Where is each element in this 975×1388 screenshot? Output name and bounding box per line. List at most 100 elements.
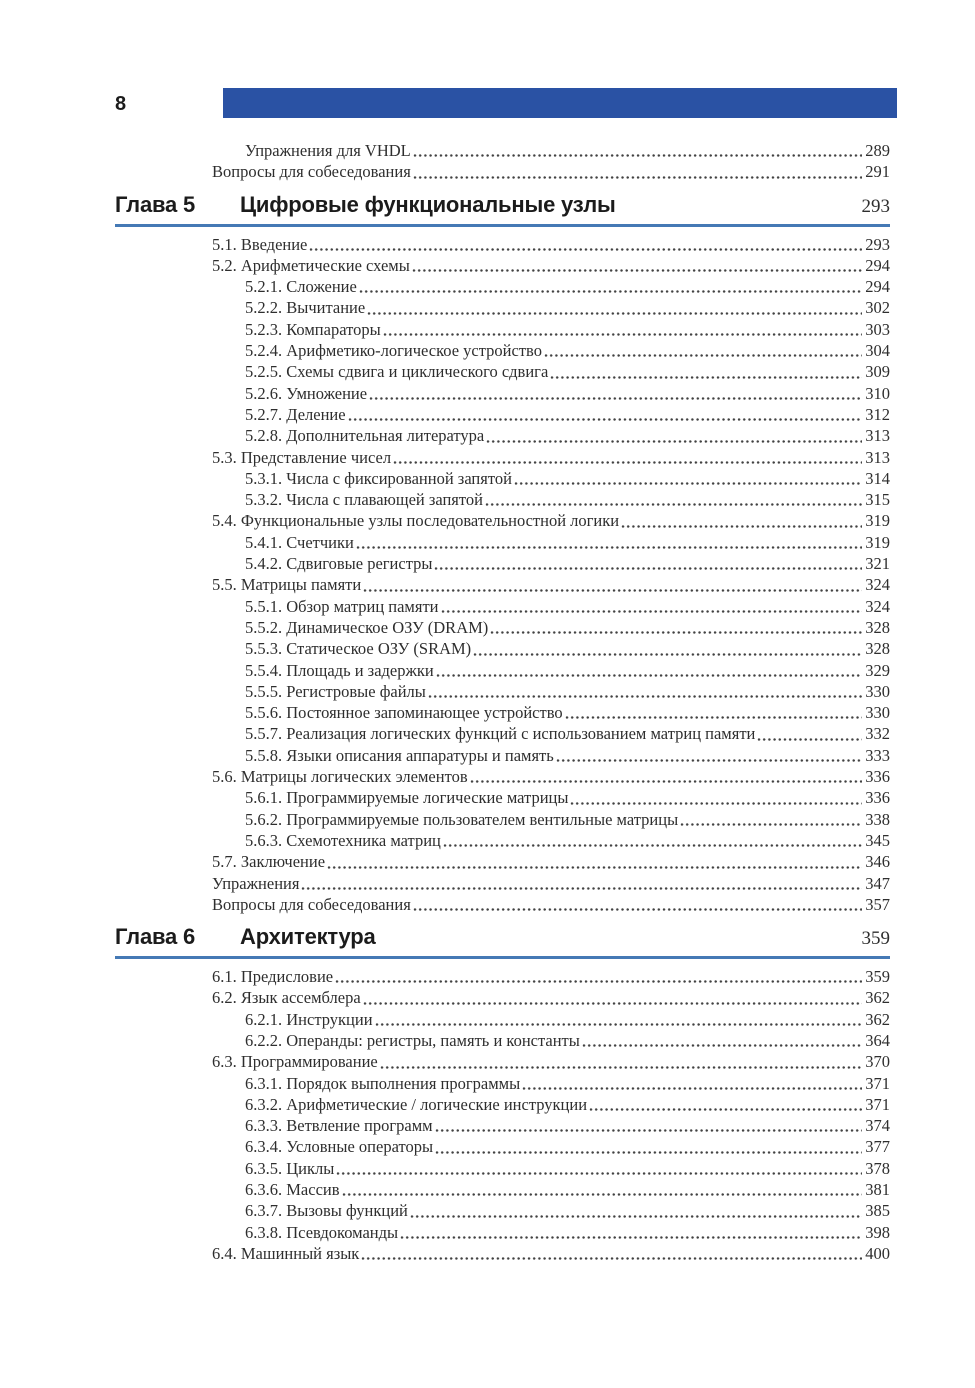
toc-entry-label: 6.3.7. Вызовы функций xyxy=(245,1201,408,1221)
toc-entry-label: 5.2.7. Деление xyxy=(245,404,346,424)
chapter-page: 293 xyxy=(861,195,891,217)
toc-entry-label: 6.4. Машинный язык xyxy=(212,1243,360,1263)
toc-entry: 5.5.8. Языки описания аппаратуры и памят… xyxy=(0,745,975,766)
dot-leader xyxy=(367,310,863,316)
toc-entry-page: 319 xyxy=(865,532,890,552)
toc-entry-label: Упражнения для VHDL xyxy=(245,141,411,160)
toc-entry-label: 5.2.1. Сложение xyxy=(245,277,357,297)
dot-leader xyxy=(361,1256,863,1262)
toc-entry-label: 5.3. Представление чисел xyxy=(212,447,392,467)
toc-entry: 5.5.7. Реализация логических функций с и… xyxy=(0,723,975,744)
dot-leader xyxy=(341,1192,863,1198)
toc-entry-page: 374 xyxy=(865,1116,890,1136)
dot-leader xyxy=(393,459,863,465)
toc-entry-page: 302 xyxy=(865,298,890,318)
toc-entry: 6.3.4. Условные операторы 377 xyxy=(0,1136,975,1157)
dot-leader xyxy=(522,1085,863,1091)
toc-entry-page: 400 xyxy=(865,1243,890,1263)
dot-leader xyxy=(309,246,863,252)
chapter-page: 359 xyxy=(861,928,891,950)
toc-entry-page: 357 xyxy=(865,894,890,914)
dot-leader xyxy=(362,1000,863,1006)
toc-entry-page: 319 xyxy=(865,511,890,531)
toc-entry-label: 6.3.1. Порядок выполнения программы xyxy=(245,1073,521,1093)
dot-leader xyxy=(435,1149,863,1155)
toc-entry-label: 5.4. Функциональные узлы последовательно… xyxy=(212,511,620,531)
toc-entry-page: 314 xyxy=(865,468,890,488)
dot-leader xyxy=(550,374,863,380)
chapter-title: Архитектура xyxy=(240,924,376,950)
toc-entry-page: 289 xyxy=(865,141,890,160)
dot-leader xyxy=(581,1043,863,1049)
toc-entry: 5.6. Матрицы логических элементов 336 xyxy=(0,766,975,787)
toc-entry: 6.2. Язык ассемблера 362 xyxy=(0,987,975,1008)
chapter-label: Глава 5 xyxy=(115,191,196,217)
toc-entry: 6.3.2. Арифметические / логические инстр… xyxy=(0,1094,975,1115)
toc-entry-page: 347 xyxy=(865,873,890,893)
toc-entry: 6.1. Предисловие 359 xyxy=(0,966,975,987)
dot-leader xyxy=(379,1064,863,1070)
toc-entry-page: 330 xyxy=(865,681,890,701)
toc-entry-page: 359 xyxy=(865,967,890,987)
toc-entry-label: 6.3.3. Ветвление программ xyxy=(245,1116,433,1136)
toc-entry: 5.5.2. Динамическое ОЗУ (DRAM) 328 xyxy=(0,617,975,638)
toc-entry: 5.2. Арифметические схемы 294 xyxy=(0,255,975,276)
toc-entry-label: 6.2. Язык ассемблера xyxy=(212,988,361,1008)
toc-entry-label: 5.5.1. Обзор матриц памяти xyxy=(245,596,439,616)
toc-entry-page: 328 xyxy=(865,639,890,659)
toc-entry-label: 5.3.2. Числа с плавающей запятой xyxy=(245,490,483,510)
toc-entry: 6.3. Программирование 370 xyxy=(0,1051,975,1072)
toc-entry-page: 377 xyxy=(865,1137,890,1157)
toc-entry: 6.3.6. Массив 381 xyxy=(0,1179,975,1200)
toc-entry-label: 5.2. Арифметические схемы xyxy=(212,255,410,275)
toc-entry: 5.2.6. Умножение 310 xyxy=(0,383,975,404)
dot-leader xyxy=(374,1021,863,1027)
toc-entry: Вопросы для собеседования 357 xyxy=(0,894,975,915)
toc-entry: 5.3.2. Числа с плавающей запятой 315 xyxy=(0,489,975,510)
toc-entry-label: 5.5.8. Языки описания аппаратуры и памят… xyxy=(245,745,554,765)
dot-leader xyxy=(570,800,863,806)
dot-leader xyxy=(564,715,863,721)
dot-leader xyxy=(355,545,863,551)
dot-leader xyxy=(484,502,863,508)
toc-entry-page: 398 xyxy=(865,1222,890,1242)
toc-entry-page: 330 xyxy=(865,703,890,723)
toc-entry-page: 294 xyxy=(865,255,890,275)
toc-entry: 5.6.3. Схемотехника матриц 345 xyxy=(0,830,975,851)
dot-leader xyxy=(555,758,863,764)
toc-entry: 5.4. Функциональные узлы последовательно… xyxy=(0,510,975,531)
toc-entry-page: 336 xyxy=(865,788,890,808)
dot-leader xyxy=(543,353,863,359)
toc-entry-label: 5.6.1. Программируемые логические матриц… xyxy=(245,788,569,808)
toc-entry-page: 315 xyxy=(865,490,890,510)
toc-entry-page: 338 xyxy=(865,809,890,829)
toc-entry-page: 371 xyxy=(865,1073,890,1093)
toc-entry: 5.2.2. Вычитание 302 xyxy=(0,297,975,318)
toc-entry-label: 6.3.6. Массив xyxy=(245,1180,340,1200)
toc-entry: 5.4.1. Счетчики 319 xyxy=(0,532,975,553)
dot-leader xyxy=(411,268,863,274)
toc-entry-page: 291 xyxy=(865,162,890,182)
chapter-heading: Глава 6 Архитектура 359 xyxy=(115,924,891,960)
toc-entry-label: 5.4.2. Сдвиговые регистры xyxy=(245,554,433,574)
toc-entry-label: 5.1. Введение xyxy=(212,234,308,254)
toc-entry-label: 5.7. Заключение xyxy=(212,852,326,872)
dot-leader xyxy=(434,1128,863,1134)
toc-entry: 5.1. Введение 293 xyxy=(0,234,975,255)
toc-entry: 5.7. Заключение 346 xyxy=(0,851,975,872)
toc-entry: 5.2.3. Компараторы 303 xyxy=(0,319,975,340)
toc-entry-label: 5.2.4. Арифметико-логическое устройство xyxy=(245,341,542,361)
toc-entry-page: 310 xyxy=(865,383,890,403)
toc-entry-page: 378 xyxy=(865,1158,890,1178)
dot-leader xyxy=(347,417,863,423)
toc-entry: 5.3. Представление чисел 313 xyxy=(0,447,975,468)
toc-entry-page: 313 xyxy=(865,447,890,467)
dot-leader xyxy=(369,395,863,401)
toc-entry-page: 304 xyxy=(865,341,890,361)
dot-leader xyxy=(469,779,863,785)
dot-leader xyxy=(427,694,863,700)
toc-entry: 6.2.2. Операнды: регистры, память и конс… xyxy=(0,1030,975,1051)
toc-entry-label: 6.3.4. Условные операторы xyxy=(245,1137,434,1157)
dot-leader xyxy=(473,651,863,657)
